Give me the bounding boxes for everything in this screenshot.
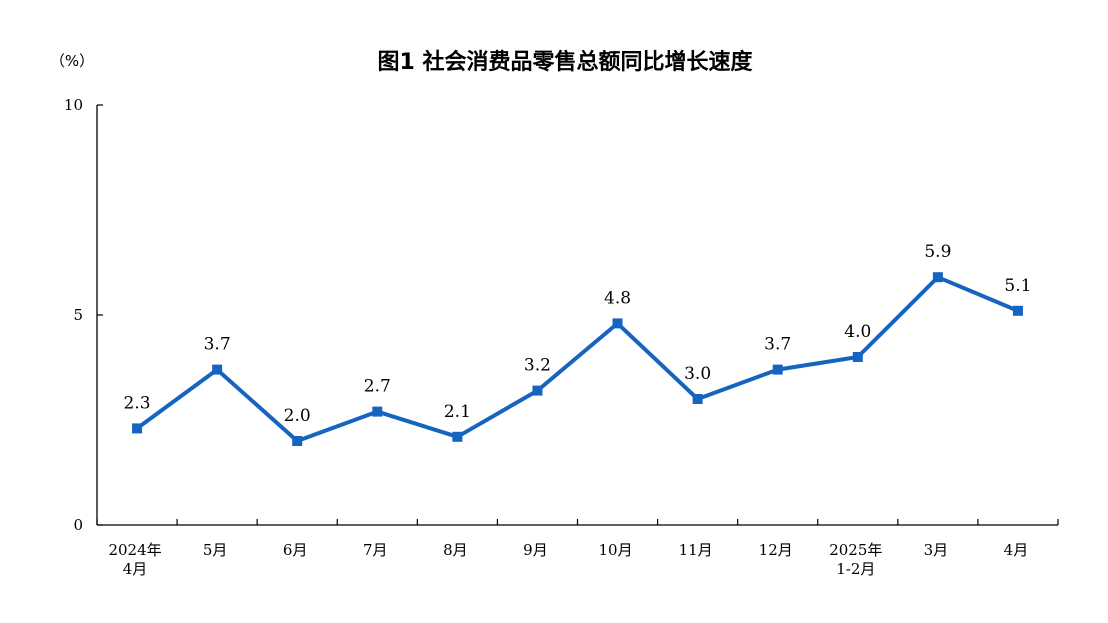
series-line-group: 2.3 3.7 2.0 2.7 2.1 3.2 4.8 3.0 3.7 4.0 5.9 5.1 [124, 242, 1031, 446]
x-tick-label: 8月 [443, 541, 468, 559]
x-tick-label: 1-2月 [836, 560, 875, 578]
x-tick-label: 11月 [679, 541, 713, 559]
data-label: 2.1 [444, 402, 471, 422]
data-point-marker [612, 318, 623, 329]
data-label: 3.7 [204, 335, 231, 355]
data-point-marker [212, 364, 223, 375]
x-tick-label: 4月 [123, 560, 148, 578]
data-label: 3.2 [524, 356, 551, 376]
data-point-marker [852, 352, 863, 362]
x-tick-label: 3月 [924, 541, 949, 559]
data-label: 4.0 [844, 322, 871, 342]
x-tick-label: 12月 [759, 541, 793, 559]
data-point-marker [532, 385, 543, 396]
y-tick-label: 10 [64, 96, 83, 114]
data-point-marker [932, 272, 943, 283]
data-point-marker [292, 436, 303, 446]
data-point-marker [452, 431, 463, 442]
y-tick-label: 0 [73, 516, 83, 534]
data-label: 5.1 [1004, 276, 1031, 296]
x-tick-label: 2024年 [108, 541, 161, 559]
x-tick-label: 10月 [598, 541, 632, 559]
x-tick-label: 7月 [363, 541, 388, 559]
x-tick-label: 2025年 [829, 541, 882, 559]
x-tick-label: 9月 [523, 541, 548, 559]
data-point-marker [772, 364, 783, 375]
data-label: 5.9 [924, 242, 951, 262]
y-tick-label: 5 [73, 306, 83, 324]
y-axis-unit-label: （%） [50, 52, 94, 70]
axes [96, 104, 1059, 526]
data-label: 2.7 [364, 377, 391, 397]
series-line [135, 275, 1019, 443]
chart-title: 图1 社会消费品零售总额同比增长速度 [378, 49, 754, 75]
data-label: 3.7 [764, 335, 791, 355]
data-point-marker [692, 394, 703, 404]
data-label: 3.0 [684, 364, 711, 384]
data-label: 2.3 [124, 393, 151, 413]
data-point-marker [1012, 305, 1023, 316]
x-tick-label: 5月 [203, 541, 228, 559]
data-label: 4.8 [604, 288, 631, 308]
data-point-marker [372, 406, 383, 417]
x-tick-label: 6月 [283, 541, 308, 559]
data-label: 2.0 [284, 406, 311, 426]
data-point-marker [132, 423, 143, 434]
x-tick-label: 4月 [1004, 541, 1029, 559]
